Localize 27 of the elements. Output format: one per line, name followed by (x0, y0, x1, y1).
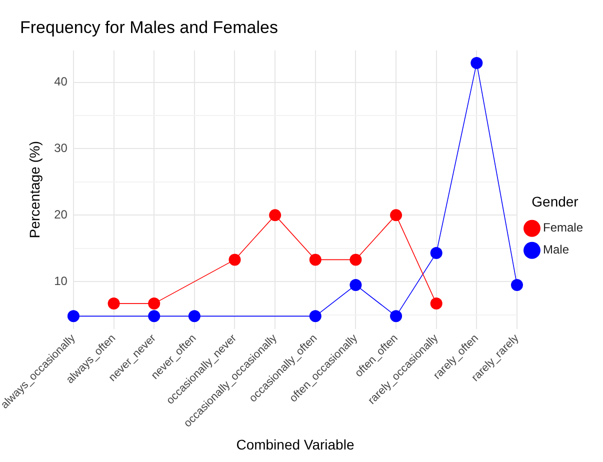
y-tick-label: 10 (54, 274, 68, 288)
point (350, 278, 362, 291)
y-tick-label: 30 (54, 141, 68, 156)
point (510, 278, 523, 291)
y-tick-label: 20 (54, 207, 68, 222)
point (188, 310, 200, 322)
x-axis-title: Combined Variable (236, 436, 354, 452)
y-tick-label: 40 (54, 74, 68, 89)
point (148, 310, 160, 322)
y-axis-title: Percentage (%) (26, 140, 43, 238)
legend-label: Male (542, 242, 570, 257)
legend-title: Gender (532, 193, 579, 210)
point (430, 247, 442, 260)
legend-label: Female (542, 220, 584, 235)
point (309, 310, 322, 322)
point (390, 310, 402, 322)
point (108, 298, 120, 310)
point (228, 254, 241, 266)
point (470, 57, 483, 70)
point (269, 209, 282, 222)
point (309, 254, 322, 266)
chart-title: Frequency for Males and Females (20, 18, 278, 37)
point (67, 310, 80, 322)
point (390, 209, 402, 222)
point (350, 254, 362, 266)
point (430, 298, 442, 310)
point (148, 298, 160, 310)
